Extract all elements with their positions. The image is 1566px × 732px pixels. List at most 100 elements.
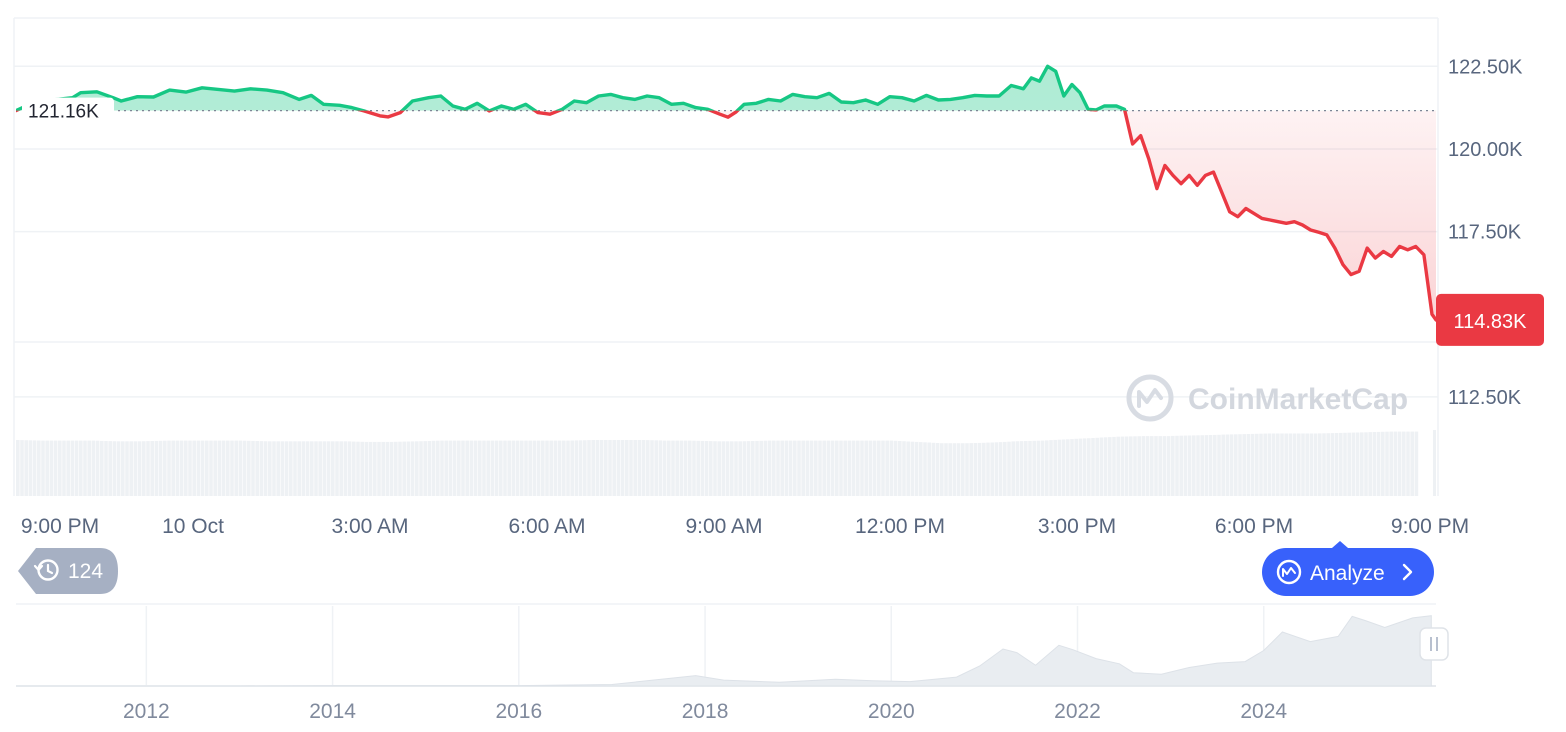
volume-bar	[452, 440, 457, 496]
volume-bar	[940, 443, 944, 496]
volume-bar	[1410, 431, 1414, 496]
volume-bar	[247, 440, 251, 496]
volume-bar	[805, 440, 810, 496]
volume-bar	[20, 440, 24, 496]
volume-bar	[163, 440, 167, 496]
volume-bar	[1124, 436, 1129, 496]
volume-bar	[877, 440, 881, 496]
volume-bar	[826, 440, 831, 496]
volume-bar	[226, 440, 230, 496]
volume-bar	[293, 441, 297, 496]
range-navigator[interactable]: 2012 2014 2016 2018 2020 2022 2024	[16, 603, 1449, 723]
volume-bar	[780, 440, 784, 496]
volume-bar	[952, 443, 957, 496]
volume-bar	[440, 440, 444, 496]
volume-bar	[843, 440, 847, 496]
volume-bar	[545, 440, 549, 496]
volume-bar	[1406, 431, 1410, 496]
current-price-text: 114.83K	[1453, 311, 1527, 333]
volume-bar	[45, 440, 49, 496]
volume-bar	[864, 440, 868, 496]
volume-bar	[1204, 435, 1209, 496]
area-fills	[16, 66, 1436, 320]
volume-bar	[629, 440, 633, 496]
volume-bar	[1032, 440, 1036, 496]
volume-bar	[436, 440, 440, 496]
volume-bar	[637, 440, 642, 496]
coinmarketcap-logo-icon	[1126, 374, 1174, 422]
volume-bar	[142, 441, 146, 496]
navigator-area	[16, 615, 1432, 687]
volume-bar	[860, 440, 864, 496]
volume-bar	[1061, 439, 1066, 496]
volume-bar	[620, 440, 625, 496]
current-price-badge: 114.83K	[1436, 293, 1544, 346]
volume-bar	[1326, 433, 1330, 496]
volume-bar	[268, 441, 272, 496]
volume-bar	[1003, 441, 1007, 496]
volume-bar	[944, 443, 948, 496]
volume-bar	[205, 440, 209, 496]
volume-bar	[381, 441, 385, 496]
x-tick-label: 6:00 PM	[1215, 515, 1293, 538]
volume-bar	[406, 441, 411, 496]
volume-bar	[667, 440, 671, 496]
volume-bar	[146, 441, 150, 496]
volume-bar	[532, 440, 537, 496]
volume-bar	[62, 440, 66, 496]
volume-bar	[133, 441, 138, 496]
volume-bar	[179, 440, 184, 496]
x-tick-label: 9:00 PM	[1391, 515, 1469, 538]
volume-bar	[289, 441, 293, 496]
volume-bar	[230, 440, 234, 496]
volume-bar	[772, 440, 776, 496]
volume-bar	[1183, 435, 1188, 496]
volume-bar	[1267, 433, 1272, 496]
volume-bar	[994, 442, 999, 496]
volume-bar	[1040, 440, 1045, 496]
volume-bar	[679, 440, 684, 496]
volume-bar	[415, 441, 419, 496]
volume-bar	[1330, 433, 1335, 496]
volume-bar	[948, 443, 952, 496]
price-line	[16, 64, 1436, 322]
volume-bar	[1347, 432, 1351, 496]
volume-bar	[255, 441, 259, 496]
volume-bar	[646, 440, 650, 496]
volume-bar	[1368, 432, 1372, 496]
volume-bar	[1213, 434, 1217, 496]
volume-bar	[343, 441, 348, 496]
volume-bar	[150, 441, 154, 496]
volume-bar	[1200, 435, 1204, 496]
volume-bar	[16, 440, 20, 496]
history-badge[interactable]: 124	[18, 548, 118, 594]
volume-bar	[1208, 435, 1213, 496]
volume-bar	[95, 440, 100, 496]
volume-bar	[1402, 431, 1406, 496]
volume-bar	[541, 440, 545, 496]
volume-bar	[318, 441, 322, 496]
volume-bar	[1091, 438, 1095, 496]
volume-bar	[721, 441, 726, 496]
volume-bar	[100, 440, 104, 496]
volume-bar	[570, 440, 574, 496]
volume-bar	[209, 440, 213, 496]
volume-bar	[1318, 433, 1322, 496]
x-tick-label: 3:00 PM	[1038, 515, 1116, 538]
volume-bar	[566, 440, 570, 496]
volume-bar	[310, 441, 314, 496]
volume-bar	[990, 442, 994, 496]
volume-bar	[675, 440, 679, 496]
volume-bar	[1309, 433, 1314, 496]
reference-price-text: 121.16K	[28, 102, 99, 123]
volume-bar	[625, 440, 629, 496]
volume-bar	[616, 440, 621, 496]
navigator-handle[interactable]	[1419, 627, 1449, 661]
volume-bar	[1154, 436, 1158, 496]
volume-bar	[74, 440, 79, 496]
volume-bar	[339, 441, 343, 496]
volume-bar	[583, 440, 587, 496]
volume-bar	[591, 440, 595, 496]
volume-bar	[818, 440, 822, 496]
analyze-button[interactable]: Analyze	[1262, 541, 1434, 596]
